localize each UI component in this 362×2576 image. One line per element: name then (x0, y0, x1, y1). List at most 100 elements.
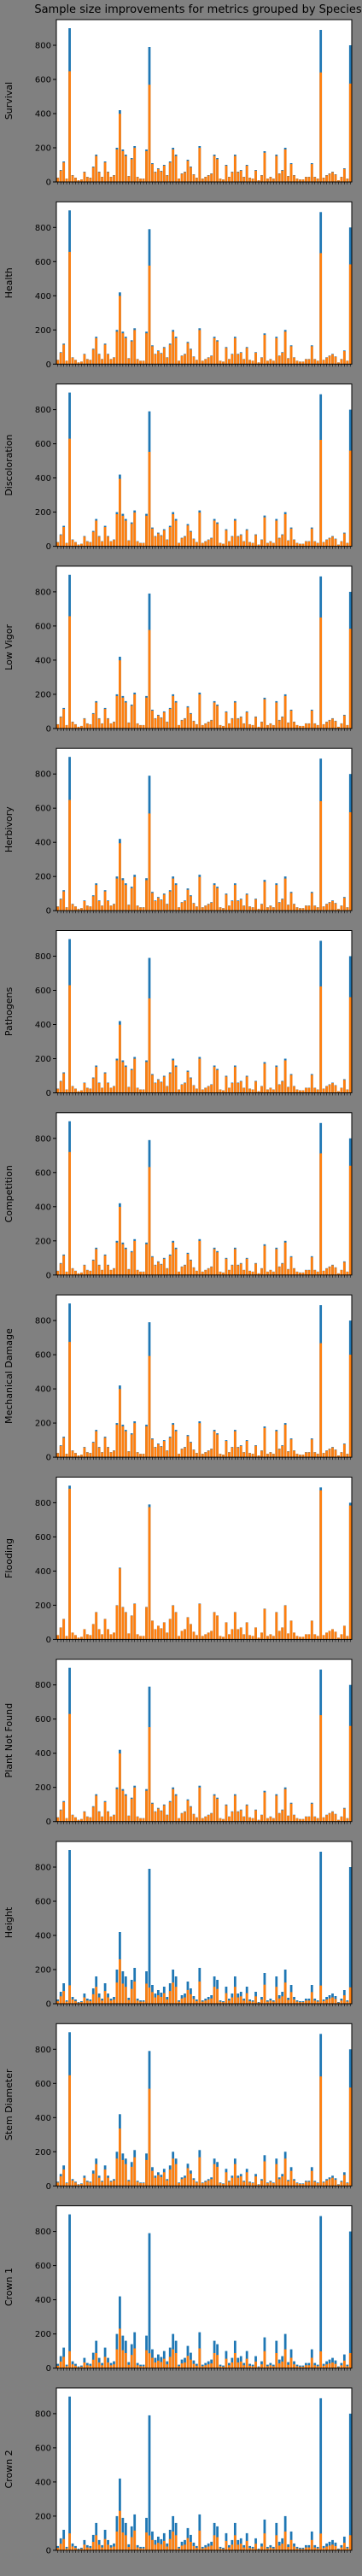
bar-after (222, 2366, 225, 2368)
bar-after (283, 1605, 287, 1640)
bar-after (97, 1629, 101, 1640)
bar-after (142, 1636, 145, 1640)
bar-after (331, 2362, 334, 2368)
bar-after (85, 2365, 89, 2368)
bar-after (130, 159, 133, 182)
bar-after (101, 1452, 104, 1458)
bar-after (263, 517, 266, 547)
bar-after (107, 2544, 109, 2550)
bar-after (307, 1634, 311, 1640)
bar-after (198, 330, 201, 365)
bar-after (231, 1997, 234, 2004)
bar-after (204, 1452, 207, 1458)
y-tick-label: 0 (46, 1089, 51, 1098)
bar-after (310, 711, 313, 729)
bar-after (277, 538, 281, 547)
bar-after (289, 1803, 293, 1822)
y-axis-label: Survival (3, 82, 15, 120)
bar-after (201, 1454, 204, 1458)
bar-after (277, 2545, 281, 2550)
y-tick-label: 800 (35, 224, 51, 233)
bar-after (231, 1812, 234, 1822)
bar-after (162, 1258, 166, 1275)
bar-after (74, 906, 77, 911)
bar-after (59, 1627, 62, 1640)
y-tick-label: 400 (35, 474, 51, 483)
bar-after (239, 1627, 242, 1640)
bar-after (198, 1787, 201, 1822)
bar-after (156, 168, 160, 182)
bar-after (180, 538, 184, 547)
bar-after (348, 2535, 352, 2550)
bar-after (151, 893, 154, 911)
bar-after (331, 1265, 334, 1275)
y-tick-label: 400 (35, 2478, 51, 2487)
bar-after (289, 2357, 293, 2368)
bar-after (74, 2182, 77, 2187)
bar-after (139, 179, 142, 182)
bar-after (68, 2533, 71, 2550)
bar-after (207, 357, 210, 365)
bar-after (186, 525, 190, 547)
bar-after (295, 2366, 299, 2368)
bar-after (231, 172, 234, 182)
bar-after (293, 1086, 295, 1093)
bar-after (154, 2544, 157, 2550)
bar-after (142, 542, 145, 547)
bar-after (74, 1088, 77, 1093)
bar-after (91, 1624, 95, 1640)
bar-after (239, 1996, 242, 2004)
bar-after (342, 2360, 346, 2368)
bar-after (342, 351, 346, 365)
bar-after (328, 1085, 331, 1093)
bar-after (272, 179, 275, 182)
bar-after (236, 354, 240, 365)
bar-after (287, 358, 289, 365)
bar-after (195, 724, 198, 729)
bar-after (260, 1086, 263, 1093)
bar-after (257, 180, 260, 182)
bar-after (254, 1627, 257, 1640)
bar-after (133, 2348, 137, 2368)
bar-after (283, 2349, 287, 2368)
bar-after (142, 1272, 145, 1275)
bar-after (68, 1985, 71, 2004)
bar-after (103, 1256, 107, 1275)
bar-after (124, 520, 127, 547)
bar-after (242, 1087, 246, 1093)
bar-after (109, 541, 113, 547)
bar-after (97, 354, 101, 365)
bar-after (56, 1088, 60, 1093)
bar-after (342, 1995, 346, 2004)
bar-after (154, 1629, 157, 1640)
y-tick-label: 200 (35, 326, 51, 336)
bar-after (80, 361, 83, 365)
bar-after (310, 1074, 313, 1093)
bar-after (89, 2000, 92, 2004)
axes-frame (55, 1294, 353, 1458)
bar-after (328, 2179, 331, 2187)
bar-after (328, 2363, 331, 2368)
bar-after (266, 542, 269, 547)
y-tick-label: 0 (46, 2546, 51, 2556)
y-tick-label: 600 (35, 1715, 51, 1724)
bar-after (293, 1450, 295, 1458)
bar-after (119, 1753, 121, 1822)
y-axis-label: Health (3, 267, 15, 298)
bar-after (207, 1999, 210, 2004)
plot-area (56, 1477, 352, 1640)
bar-after (109, 1817, 113, 1822)
y-tick-label: 800 (35, 952, 51, 962)
bar-after (107, 2362, 109, 2368)
bar-after (204, 2365, 207, 2368)
bar-after (251, 1454, 254, 1458)
bar-after (207, 1815, 210, 1822)
bar-after (192, 2180, 196, 2187)
bar-after (62, 162, 66, 182)
y-tick-label: 800 (35, 770, 51, 780)
y-tick-label: 200 (35, 2148, 51, 2157)
bar-after (228, 177, 231, 182)
bar-after (201, 725, 204, 729)
bar-after (89, 1453, 92, 1458)
bar-after (91, 1260, 95, 1275)
